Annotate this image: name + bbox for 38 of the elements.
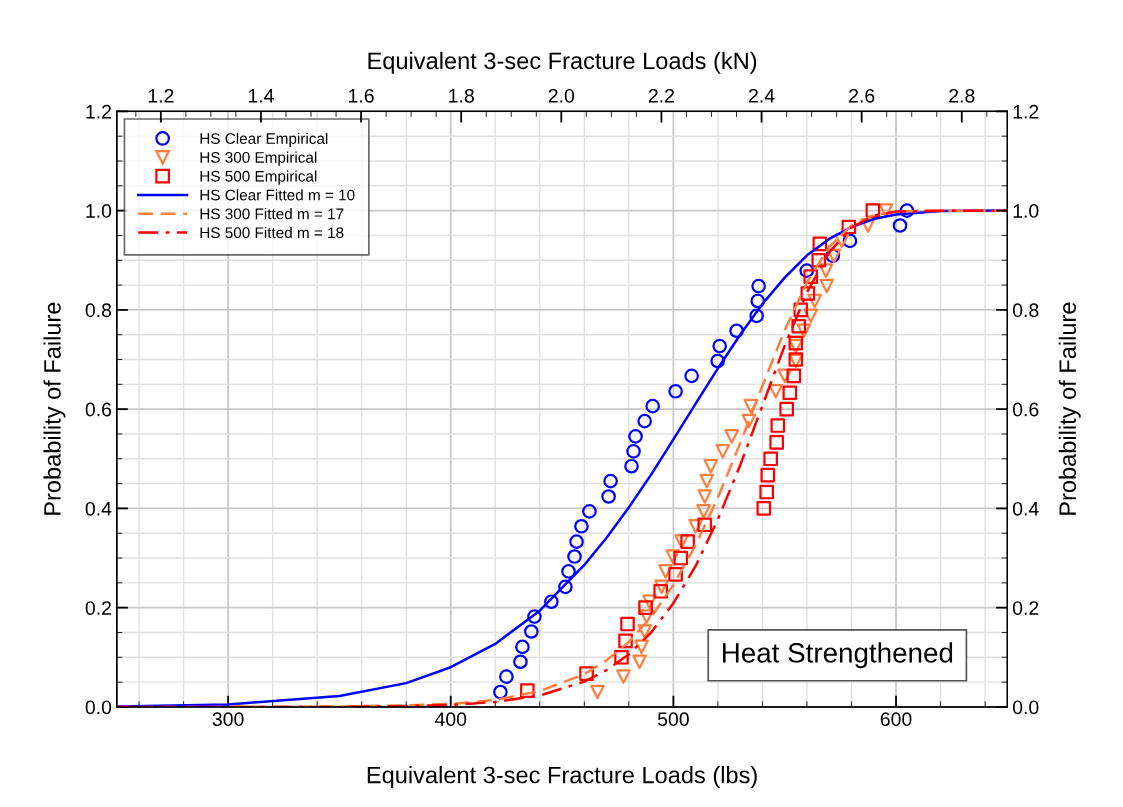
y-tick-label: 0.4: [85, 501, 112, 516]
y2-axis-title: Probability of Failure: [1058, 302, 1081, 515]
x-tick-label: 600: [880, 712, 912, 727]
annotation: Heat Strengthened: [723, 642, 953, 669]
legend-label: HS 500 Fitted m = 18: [200, 226, 344, 239]
y-axis-title: Probability of Failure: [43, 302, 66, 515]
legend-label: HS Clear Fitted m = 10: [200, 189, 355, 201]
x2-tick-label: 2.0: [548, 88, 575, 103]
x-tick-label: 400: [434, 712, 467, 727]
y2-tick-label: 0.4: [1012, 501, 1039, 516]
legend-label: HS 300 Empirical: [200, 151, 317, 166]
y2-tick-label: 0.2: [1012, 601, 1039, 615]
x2-tick-label: 2.2: [648, 88, 674, 103]
x-tick-label: 500: [657, 712, 689, 727]
x2-tick-label: 1.6: [349, 88, 374, 103]
x2-tick-label: 2.6: [849, 88, 875, 103]
legend-label: HS 300 Fitted m = 17: [200, 208, 344, 220]
x2-tick-label: 1.8: [449, 88, 474, 103]
x2-axis-title: Equivalent 3-sec Fracture Loads (kN): [368, 51, 757, 74]
x2-tick-label: 1.4: [248, 89, 274, 103]
x2-tick-label: 1.2: [148, 88, 174, 103]
y2-tick-label: 1.2: [1013, 104, 1039, 119]
x-tick-label: 300: [212, 712, 244, 727]
y-tick-label: 0.2: [85, 601, 111, 615]
y-tick-label: 1.0: [86, 204, 112, 218]
legend-label: HS 500 Empirical: [200, 170, 317, 185]
y2-tick-label: 0.8: [1012, 303, 1039, 318]
y-tick-label: 0.6: [85, 402, 112, 417]
x-axis-title: Equivalent 3-sec Fracture Loads (lbs): [367, 766, 757, 789]
y2-tick-label: 0.0: [1012, 700, 1039, 715]
y-tick-label: 0.8: [85, 303, 112, 318]
y-tick-label: 0.0: [85, 700, 112, 715]
x2-tick-label: 2.8: [949, 88, 975, 103]
y-tick-label: 1.2: [86, 104, 111, 119]
legend-label: HS Clear Empirical: [200, 132, 328, 147]
x2-tick-label: 2.4: [749, 88, 775, 103]
y2-tick-label: 0.6: [1012, 402, 1039, 417]
y2-tick-label: 1.0: [1013, 204, 1039, 218]
